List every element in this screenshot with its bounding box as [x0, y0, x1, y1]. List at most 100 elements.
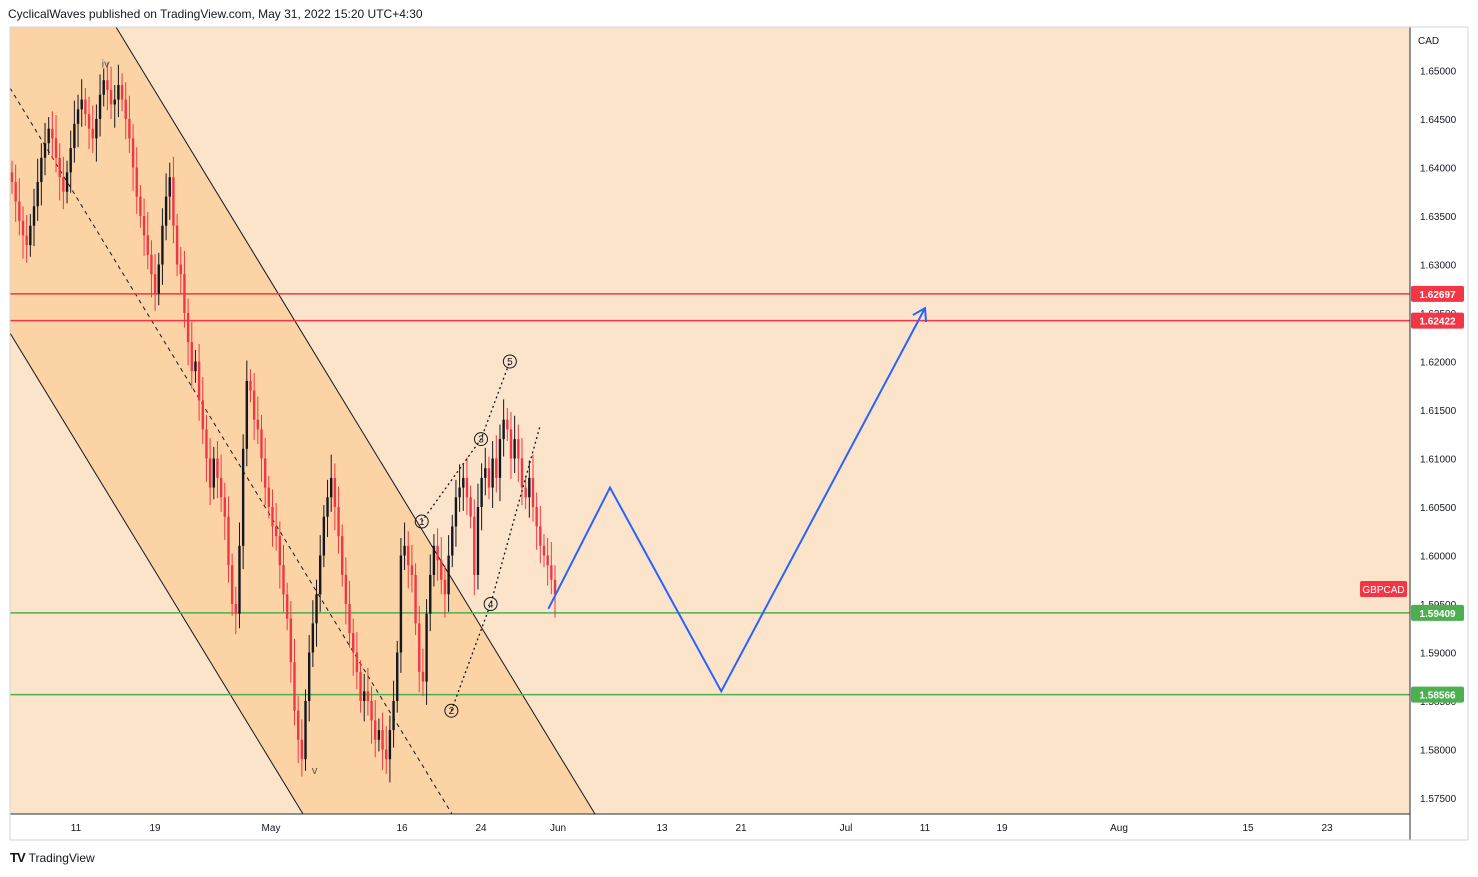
price-badge: 1.62422	[1419, 317, 1456, 328]
candle-body	[139, 196, 142, 216]
time-tick-label: 15	[1242, 823, 1254, 834]
candle	[553, 565, 557, 618]
time-tick-label: 23	[1321, 823, 1333, 834]
candle	[146, 212, 149, 270]
candle-body	[476, 507, 480, 575]
candle	[219, 454, 223, 512]
candle-body	[502, 419, 505, 440]
candle	[304, 689, 307, 771]
candle-body	[21, 220, 25, 236]
candle	[142, 198, 146, 256]
wave-annotations: 1 2 3 4 5 iv v	[102, 59, 541, 777]
wave-label-4: 4	[483, 597, 498, 611]
wave-label-2: 2	[444, 703, 459, 718]
candle-body	[190, 342, 193, 372]
candle-body	[98, 94, 102, 119]
candle-body	[539, 526, 542, 546]
candle-body	[238, 545, 241, 614]
channel-upper-line	[115, 26, 596, 815]
candle-body	[219, 477, 223, 498]
price-badges: 1.62697 1.62422 1.59409 1.58566	[1411, 285, 1464, 703]
candle	[425, 599, 428, 705]
time-tick-label: 24	[475, 823, 487, 834]
candle-body	[318, 555, 322, 595]
price-badge: 1.59409	[1419, 609, 1456, 620]
candle-body	[18, 201, 21, 221]
candle	[293, 638, 296, 726]
candle-body	[186, 313, 190, 343]
price-tick-label: 1.62000	[1420, 358, 1457, 369]
wave-circle	[444, 703, 459, 718]
candle-body	[14, 182, 17, 202]
price-badge: 1.58566	[1419, 691, 1456, 702]
candle	[73, 100, 76, 163]
candle	[531, 454, 535, 522]
candle	[47, 117, 50, 155]
candle	[157, 252, 160, 306]
wedge-lower-line	[450, 426, 541, 711]
candle-body	[278, 536, 282, 566]
candle	[462, 463, 465, 511]
candle-body	[344, 574, 348, 604]
price-tick-label: 1.63000	[1420, 261, 1457, 272]
candle	[263, 438, 267, 506]
candle	[179, 247, 182, 295]
wedge-upper-line	[421, 361, 511, 522]
candle	[183, 250, 186, 328]
candle	[252, 373, 256, 441]
candle-body	[91, 128, 94, 139]
candle-body	[216, 458, 219, 478]
price-badge-bg	[1411, 285, 1464, 302]
symbol-label: GBPCAD	[1362, 585, 1404, 596]
candle-body	[54, 138, 58, 158]
wave-circle	[414, 514, 429, 529]
candle	[153, 253, 157, 312]
tradingview-branding[interactable]: TV TradingView	[10, 850, 95, 865]
candle-body	[374, 720, 377, 740]
candle	[370, 686, 373, 744]
candle	[32, 188, 36, 247]
candle-body	[528, 477, 531, 498]
candle	[546, 538, 549, 586]
candle-body	[113, 99, 116, 105]
candle	[388, 715, 392, 783]
candle	[245, 360, 249, 467]
candle	[267, 475, 271, 519]
price-tick-label: 1.57500	[1420, 794, 1457, 805]
price-tick-label: 1.63500	[1420, 212, 1457, 223]
time-axis[interactable]: 11 19 May 16 24 Jun 13 21 Jul 11 19 Aug 15 23	[71, 823, 1333, 834]
candle	[168, 162, 171, 220]
channel-lower-line	[9, 332, 304, 815]
candle-body	[333, 477, 337, 507]
candle	[150, 240, 153, 298]
candle-body	[315, 594, 318, 624]
candle	[256, 396, 260, 444]
candle-body	[102, 80, 105, 95]
candle	[135, 147, 138, 215]
candle	[139, 184, 142, 228]
candle-body	[40, 157, 43, 183]
candle-body	[495, 458, 498, 478]
price-tick-label: 1.61500	[1420, 406, 1457, 417]
time-tick-label: May	[262, 823, 281, 834]
candle	[377, 718, 381, 752]
candle	[366, 668, 370, 716]
candle	[274, 503, 278, 551]
candle-body	[87, 114, 91, 129]
candle	[282, 544, 285, 612]
candle	[443, 565, 447, 618]
candle-body	[546, 555, 549, 566]
candle	[25, 215, 28, 263]
candle	[76, 94, 80, 148]
candle	[120, 73, 124, 112]
candle-body	[120, 85, 124, 100]
projection-arrowhead	[912, 306, 928, 323]
candle	[238, 522, 241, 629]
candle-body	[271, 507, 274, 527]
candle-body	[429, 574, 432, 614]
candle	[205, 414, 208, 482]
candle-body	[285, 594, 289, 619]
candle	[190, 321, 193, 389]
candle-body	[84, 99, 87, 115]
